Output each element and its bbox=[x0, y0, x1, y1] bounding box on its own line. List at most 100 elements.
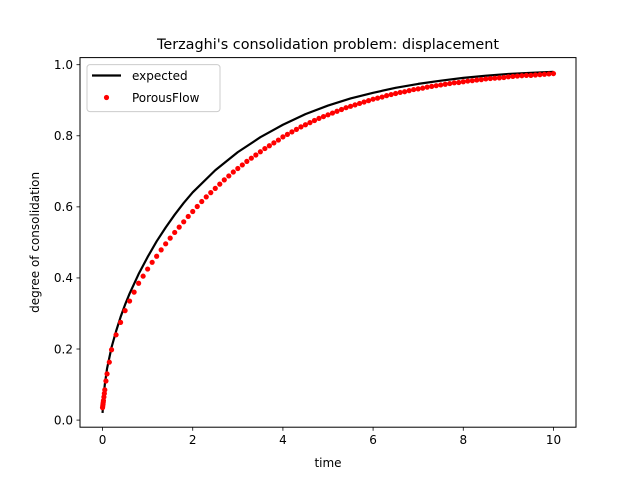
data-point-porousflow bbox=[217, 181, 223, 187]
data-point-porousflow bbox=[424, 84, 430, 90]
data-point-porousflow bbox=[275, 137, 281, 143]
data-point-porousflow bbox=[469, 78, 475, 84]
data-point-porousflow bbox=[370, 96, 376, 102]
data-point-porousflow bbox=[235, 165, 241, 172]
data-point-porousflow bbox=[212, 185, 218, 191]
data-point-porousflow bbox=[451, 80, 457, 86]
data-point-porousflow bbox=[154, 253, 160, 259]
y-tick-label: 0.4 bbox=[54, 271, 73, 285]
x-tick-label: 8 bbox=[459, 433, 467, 447]
data-point-porousflow bbox=[528, 72, 534, 78]
data-point-porousflow bbox=[316, 115, 322, 121]
data-point-porousflow bbox=[356, 100, 363, 107]
x-tick-label: 4 bbox=[279, 433, 287, 447]
data-point-porousflow bbox=[271, 140, 277, 146]
data-point-porousflow bbox=[185, 213, 191, 220]
data-point-porousflow bbox=[505, 74, 511, 80]
data-point-porousflow bbox=[523, 72, 530, 78]
data-point-porousflow bbox=[103, 378, 109, 384]
data-point-porousflow bbox=[447, 80, 453, 87]
data-point-porousflow bbox=[347, 103, 354, 109]
series-line-expected bbox=[101, 70, 554, 414]
y-tick-label: 0.8 bbox=[54, 129, 73, 143]
data-point-porousflow bbox=[532, 72, 539, 78]
data-point-porousflow bbox=[127, 298, 133, 304]
data-point-porousflow bbox=[122, 308, 128, 314]
y-axis-label: degree of consolidation bbox=[28, 172, 42, 313]
data-point-porousflow bbox=[365, 98, 372, 104]
data-point-porousflow bbox=[320, 113, 327, 120]
data-point-porousflow bbox=[158, 247, 164, 253]
x-tick-label: 2 bbox=[189, 433, 197, 447]
y-tick-label: 0.2 bbox=[54, 342, 73, 356]
series-layer bbox=[99, 70, 557, 414]
data-point-porousflow bbox=[519, 73, 525, 79]
data-point-porousflow bbox=[230, 169, 236, 175]
data-point-porousflow bbox=[537, 72, 543, 78]
data-point-porousflow bbox=[298, 124, 304, 130]
data-point-porousflow bbox=[420, 85, 426, 91]
data-point-porousflow bbox=[181, 219, 187, 225]
data-point-porousflow bbox=[140, 273, 146, 279]
data-point-porousflow bbox=[402, 89, 408, 95]
data-point-porousflow bbox=[244, 158, 250, 164]
y-tick-label: 0.6 bbox=[54, 200, 73, 214]
data-point-porousflow bbox=[487, 75, 493, 82]
data-point-porousflow bbox=[352, 102, 358, 108]
data-point-porousflow bbox=[248, 155, 254, 161]
chart-title: Terzaghi's consolidation problem: displa… bbox=[156, 37, 499, 53]
data-point-porousflow bbox=[280, 134, 286, 140]
data-point-porousflow bbox=[117, 319, 124, 325]
data-point-porousflow bbox=[478, 77, 484, 83]
data-point-porousflow bbox=[492, 75, 498, 81]
data-point-porousflow bbox=[293, 126, 300, 132]
data-point-porousflow bbox=[302, 122, 309, 128]
data-point-porousflow bbox=[221, 177, 227, 183]
legend-expected-label: expected bbox=[132, 69, 188, 83]
data-point-porousflow bbox=[550, 70, 557, 77]
data-point-porousflow bbox=[334, 108, 340, 114]
data-point-porousflow bbox=[393, 90, 399, 97]
data-point-porousflow bbox=[104, 371, 110, 377]
data-point-porousflow bbox=[433, 83, 439, 89]
data-point-porousflow bbox=[108, 347, 115, 353]
data-point-porousflow bbox=[163, 241, 169, 247]
data-point-porousflow bbox=[442, 81, 448, 87]
data-point-porousflow bbox=[311, 117, 318, 124]
data-point-porousflow bbox=[438, 82, 444, 88]
data-point-porousflow bbox=[501, 74, 507, 81]
data-point-porousflow bbox=[388, 91, 394, 98]
data-point-porousflow bbox=[329, 110, 336, 116]
data-point-porousflow bbox=[496, 75, 502, 81]
data-point-porousflow bbox=[257, 149, 263, 155]
x-tick-label: 6 bbox=[369, 433, 377, 447]
data-point-porousflow bbox=[338, 106, 345, 113]
data-point-porousflow bbox=[384, 93, 390, 99]
y-tick-label: 1.0 bbox=[54, 58, 73, 72]
data-point-porousflow bbox=[325, 112, 331, 118]
data-point-porousflow bbox=[284, 131, 291, 137]
data-point-porousflow bbox=[379, 94, 385, 100]
data-point-porousflow bbox=[456, 79, 462, 86]
x-axis: 0 2 4 6 8 10 bbox=[99, 427, 561, 447]
data-point-porousflow bbox=[203, 194, 209, 200]
data-point-porousflow bbox=[208, 190, 214, 196]
data-point-porousflow bbox=[429, 83, 435, 89]
data-point-porousflow bbox=[406, 88, 412, 94]
data-point-porousflow bbox=[465, 78, 471, 84]
data-point-porousflow bbox=[167, 235, 173, 241]
x-tick-label: 0 bbox=[99, 433, 107, 447]
data-point-porousflow bbox=[239, 162, 245, 168]
data-point-porousflow bbox=[510, 73, 516, 80]
data-point-porousflow bbox=[226, 173, 232, 179]
data-point-porousflow bbox=[253, 152, 259, 158]
data-point-porousflow bbox=[131, 289, 137, 295]
x-axis-label: time bbox=[314, 456, 341, 470]
legend-porousflow-swatch bbox=[103, 94, 110, 101]
data-point-porousflow bbox=[149, 259, 155, 265]
data-point-porousflow bbox=[343, 105, 349, 111]
plot-frame bbox=[79, 57, 577, 428]
data-point-porousflow bbox=[474, 77, 480, 83]
